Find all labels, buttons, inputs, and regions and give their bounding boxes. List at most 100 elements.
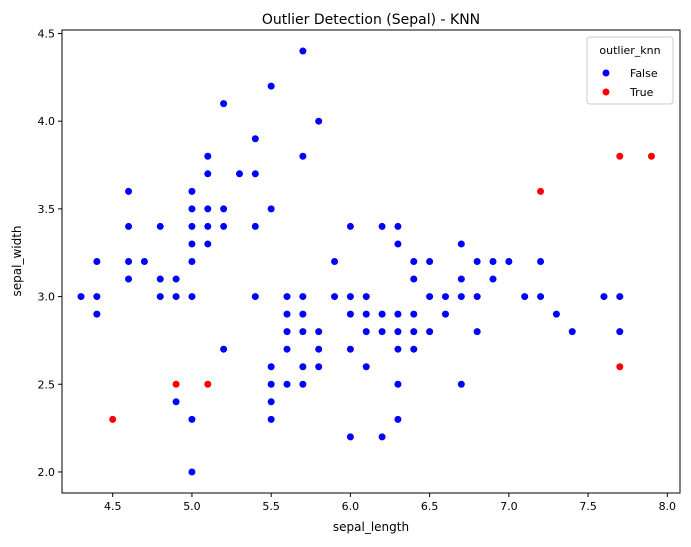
data-point-true [537, 187, 545, 195]
data-point-false [457, 293, 465, 301]
data-point-false [125, 187, 133, 195]
legend-marker-false [602, 69, 610, 77]
data-point-false [537, 293, 545, 301]
data-point-false [489, 258, 497, 265]
data-point-false [521, 293, 529, 301]
data-point-false [188, 293, 196, 301]
y-tick-label: 3.5 [38, 203, 56, 216]
y-tick-label: 2.0 [38, 466, 56, 479]
data-point-false [426, 258, 434, 265]
x-tick-label: 8.0 [659, 500, 677, 513]
data-point-false [378, 328, 386, 336]
data-point-false [315, 345, 323, 353]
data-point-false [204, 205, 212, 213]
data-point-false [315, 363, 323, 371]
data-point-false [410, 275, 418, 283]
data-point-false [441, 293, 449, 301]
data-point-false [394, 222, 402, 230]
data-point-false [616, 328, 624, 336]
data-point-false [283, 310, 291, 318]
data-point-false [188, 205, 196, 213]
legend-title: outlier_knn [599, 44, 660, 57]
data-point-false [299, 328, 307, 336]
data-point-false [410, 258, 418, 265]
x-tick-label: 6.5 [421, 500, 439, 513]
data-point-false [410, 310, 418, 318]
data-point-false [378, 433, 386, 441]
data-point-true [616, 152, 624, 160]
data-point-false [93, 293, 101, 301]
data-point-false [235, 170, 243, 178]
data-point-false [156, 275, 164, 283]
plot-area [61, 29, 681, 494]
data-point-false [251, 222, 259, 230]
data-point-false [299, 293, 307, 301]
x-tick-label: 7.0 [500, 500, 518, 513]
data-point-false [251, 135, 259, 143]
data-point-false [220, 100, 228, 108]
data-point-false [394, 345, 402, 353]
data-point-false [283, 380, 291, 388]
data-point-false [346, 293, 354, 301]
data-point-false [457, 275, 465, 283]
data-point-false [156, 222, 164, 230]
data-point-false [267, 82, 275, 90]
data-point-false [473, 258, 481, 265]
data-point-false [267, 380, 275, 388]
data-point-false [140, 258, 148, 265]
data-point-false [378, 222, 386, 230]
x-tick-label: 6.0 [342, 500, 360, 513]
data-point-false [299, 152, 307, 160]
data-point-false [346, 310, 354, 318]
data-point-false [346, 345, 354, 353]
x-tick-label: 4.5 [104, 500, 122, 513]
y-tick-label: 4.5 [38, 28, 56, 41]
data-point-false [251, 293, 259, 301]
legend-label-false: False [630, 67, 658, 80]
data-point-false [315, 117, 323, 125]
data-point-false [267, 398, 275, 406]
chart-title: Outlier Detection (Sepal) - KNN [262, 12, 480, 28]
data-point-false [394, 415, 402, 423]
data-point-false [156, 293, 164, 301]
data-point-false [394, 328, 402, 336]
x-tick-label: 5.5 [262, 500, 280, 513]
data-point-false [410, 345, 418, 353]
data-point-false [172, 293, 180, 301]
data-point-false [299, 47, 307, 55]
data-point-false [378, 310, 386, 318]
data-point-false [267, 415, 275, 423]
data-point-false [616, 293, 624, 301]
data-point-true [647, 152, 655, 160]
data-point-false [283, 345, 291, 353]
data-point-false [394, 310, 402, 318]
data-point-false [537, 258, 545, 265]
data-point-false [346, 433, 354, 441]
data-point-false [188, 240, 196, 248]
data-point-false [315, 328, 323, 336]
data-point-false [125, 275, 133, 283]
data-point-false [394, 380, 402, 388]
data-point-false [473, 328, 481, 336]
data-point-false [410, 328, 418, 336]
data-point-false [220, 345, 228, 353]
data-point-false [188, 222, 196, 230]
data-point-false [204, 152, 212, 160]
x-axis-label: sepal_length [333, 520, 409, 534]
data-point-false [93, 310, 101, 318]
legend: outlier_knn False True [586, 36, 674, 105]
data-point-false [125, 258, 133, 265]
data-point-false [188, 415, 196, 423]
legend-label-true: True [629, 86, 654, 99]
y-tick-label: 2.5 [38, 378, 56, 391]
data-points [77, 47, 655, 476]
data-point-false [489, 275, 497, 283]
data-point-false [299, 310, 307, 318]
y-axis-label: sepal_width [10, 225, 24, 296]
data-point-false [204, 170, 212, 178]
data-point-false [299, 380, 307, 388]
data-point-false [125, 222, 133, 230]
y-tick-label: 3.0 [38, 291, 56, 304]
data-point-false [473, 293, 481, 301]
data-point-false [331, 293, 339, 301]
